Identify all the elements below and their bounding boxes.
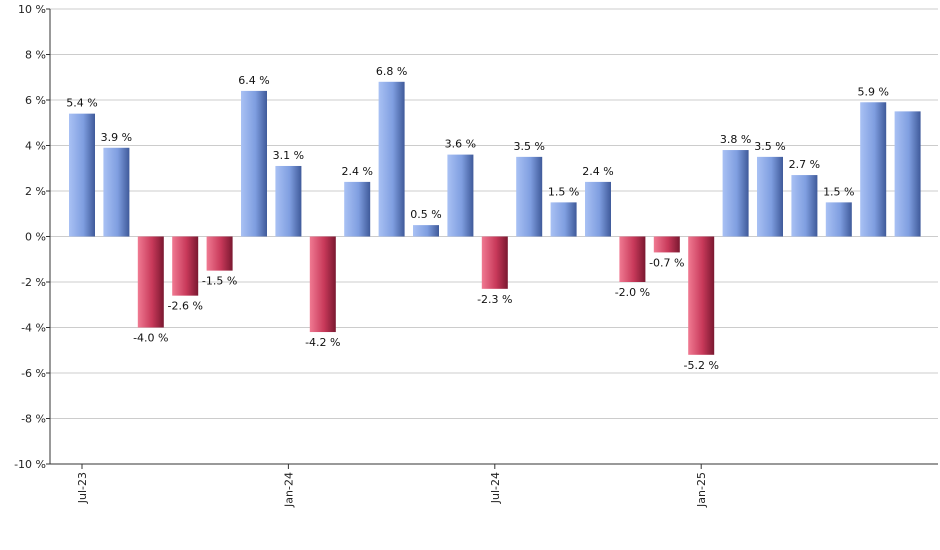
bar-value-label: 1.5 %: [548, 185, 579, 198]
axes: [49, 9, 938, 465]
bar: [722, 150, 749, 237]
bar-value-label: 3.6 %: [445, 138, 476, 151]
x-tick-label: Jul-23: [76, 472, 89, 504]
bar-value-label: 5.4 %: [66, 97, 97, 110]
bar-value-label: 6.4 %: [238, 74, 269, 87]
bar-value-label: -4.0 %: [133, 332, 168, 345]
y-tick-label: -4 %: [21, 322, 46, 335]
data-labels: 5.4 % 3.9 % -4.0 % -2.6 %-1.5 % 6.4 % 3.1 % -4…: [66, 65, 889, 372]
y-axis-ticks: 10 % 8 % 6 % 4 % 2 % 0 % -2 % -4 % -6 % -8 % -10 %: [14, 3, 50, 471]
bar: [619, 236, 646, 282]
x-tick-label: Jan-25: [695, 472, 708, 508]
bar-value-label: -4.2 %: [305, 336, 340, 349]
bar: [309, 236, 336, 333]
bar: [206, 236, 233, 271]
bar: [344, 181, 371, 237]
bar-value-label: -5.2 %: [683, 359, 718, 372]
bar: [757, 156, 783, 237]
x-tick-label: Jul-24: [489, 472, 502, 504]
bar-value-label: 3.5 %: [513, 140, 544, 153]
bars: [69, 81, 921, 355]
bar: [172, 236, 199, 296]
x-tick-label: Jan-24: [282, 472, 295, 508]
bar-value-label: -2.6 %: [167, 300, 202, 313]
y-tick-label: 10 %: [18, 3, 46, 16]
bar: [585, 181, 611, 237]
y-tick-label: -2 %: [21, 276, 46, 289]
bar-value-label: -0.7 %: [649, 256, 684, 269]
bar: [447, 154, 474, 237]
y-tick-label: 6 %: [25, 94, 46, 107]
bar-value-label: 2.4 %: [582, 165, 613, 178]
bar: [550, 202, 577, 237]
bar-value-label: 3.5 %: [754, 140, 785, 153]
bar-value-label: 5.9 %: [857, 85, 888, 98]
bar: [688, 236, 715, 355]
y-tick-label: 2 %: [25, 185, 46, 198]
bar: [241, 90, 267, 237]
bar: [860, 102, 887, 237]
y-tick-label: -8 %: [21, 413, 46, 426]
y-tick-label: -10 %: [14, 458, 46, 471]
bar: [653, 236, 680, 253]
bar-value-label: 2.4 %: [341, 165, 372, 178]
bar-value-label: -2.3 %: [477, 293, 512, 306]
x-axis-ticks: Jul-23 Jan-24 Jul-24 Jan-25: [76, 464, 708, 508]
bar: [275, 165, 302, 237]
bar: [103, 147, 130, 237]
bar-value-label: 1.5 %: [823, 185, 854, 198]
bar: [516, 156, 543, 237]
bar: [69, 113, 95, 237]
bar-value-label: -2.0 %: [615, 286, 650, 299]
bar: [378, 81, 405, 237]
bar: [791, 175, 818, 237]
bar: [481, 236, 508, 289]
bar: [894, 111, 921, 237]
bar-value-label: 3.9 %: [101, 131, 132, 144]
y-tick-label: 8 %: [25, 49, 46, 62]
bar-value-label: 3.8 %: [720, 133, 751, 146]
bar-value-label: -1.5 %: [202, 275, 237, 288]
bar-value-label: 3.1 %: [273, 149, 304, 162]
bar: [413, 225, 439, 237]
bar: [137, 236, 164, 328]
bar-value-label: 2.7 %: [789, 158, 820, 171]
bar-value-label: 6.8 %: [376, 65, 407, 78]
y-tick-label: 4 %: [25, 140, 46, 153]
bar: [825, 202, 852, 237]
bar-value-label: 0.5 %: [410, 208, 441, 221]
y-tick-label: -6 %: [21, 367, 46, 380]
y-tick-label: 0 %: [25, 231, 46, 244]
